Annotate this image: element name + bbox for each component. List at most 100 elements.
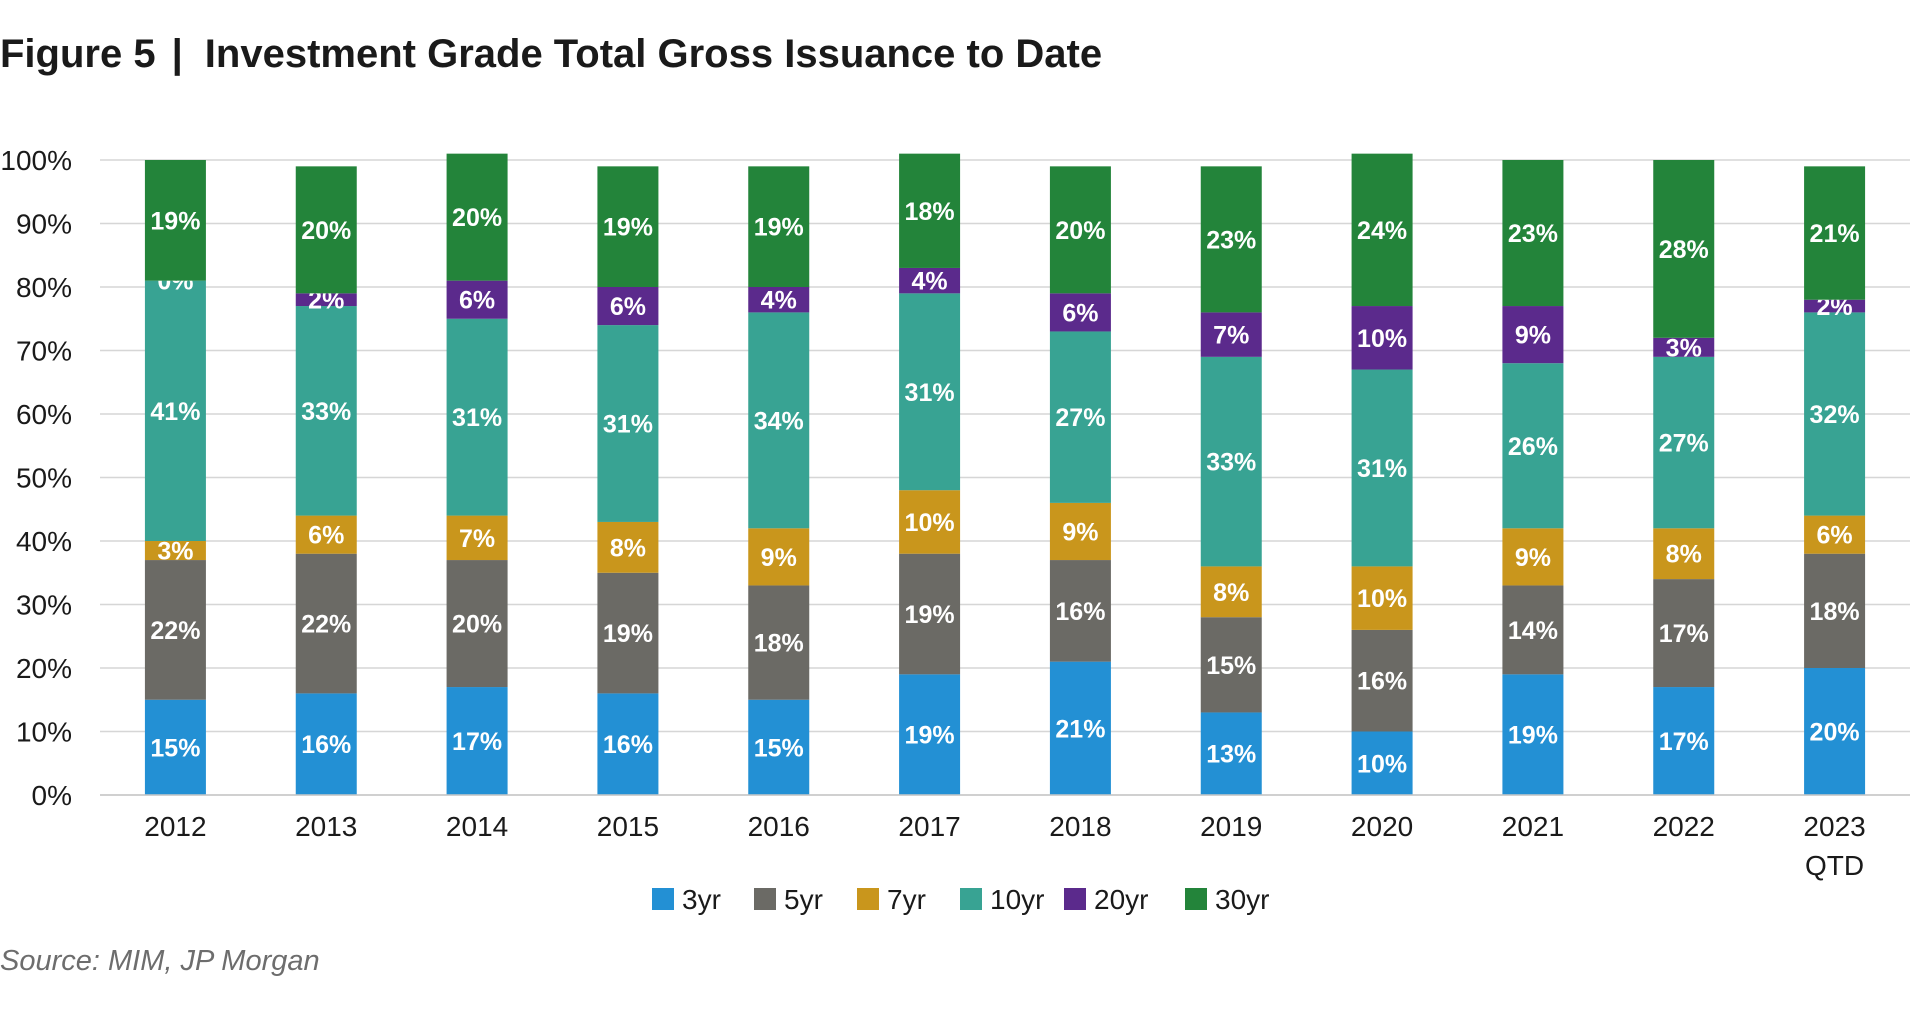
- bar-segment: [1502, 528, 1564, 586]
- data-label: 22%: [301, 611, 351, 639]
- bar-segment: [1502, 585, 1564, 675]
- bar-segment: [1200, 566, 1262, 618]
- bar-segment: [1049, 166, 1111, 294]
- data-label: 4%: [761, 287, 797, 315]
- data-label: 9%: [761, 544, 797, 572]
- data-label: 26%: [1508, 433, 1558, 461]
- legend-swatch: [1064, 888, 1086, 910]
- bar-segment: [748, 166, 810, 287]
- x-tick-label: 2013: [295, 811, 357, 842]
- x-tick-label: QTD: [1805, 850, 1864, 881]
- bar-segment: [1653, 687, 1715, 795]
- bar-segment: [446, 318, 508, 516]
- data-label: 16%: [1055, 598, 1105, 626]
- x-tick-label: 2015: [597, 811, 659, 842]
- data-label: 8%: [1666, 541, 1702, 569]
- data-label: 15%: [1206, 652, 1256, 680]
- bar-segment: [1653, 579, 1715, 688]
- data-label: 6%: [1062, 299, 1098, 327]
- x-tick-label: 2022: [1653, 811, 1715, 842]
- bar-segment: [295, 693, 357, 795]
- data-label: 19%: [150, 207, 200, 235]
- legend-swatch: [857, 888, 879, 910]
- data-label: 31%: [905, 379, 955, 407]
- legend-label: 3yr: [682, 884, 721, 915]
- bar-segment: [899, 293, 961, 491]
- bar-segment: [144, 160, 206, 281]
- data-label: 18%: [905, 198, 955, 226]
- data-label: 21%: [1055, 715, 1105, 743]
- legend-label: 30yr: [1215, 884, 1269, 915]
- data-label: 19%: [905, 722, 955, 750]
- bar-segment: [1351, 153, 1413, 307]
- bar-segment: [748, 585, 810, 700]
- data-label: 19%: [754, 214, 804, 242]
- bar-segment: [1502, 306, 1564, 364]
- legend-swatch: [754, 888, 776, 910]
- bar-segment: [144, 280, 206, 541]
- data-label: 31%: [603, 411, 653, 439]
- bar-segment: [597, 572, 659, 694]
- legend-swatch: [960, 888, 982, 910]
- data-label: 41%: [150, 398, 200, 426]
- x-tick-label: 2014: [446, 811, 508, 842]
- bar-segment: [1804, 553, 1866, 668]
- bar-segment: [748, 287, 810, 313]
- figure-number: Figure 5: [0, 32, 156, 76]
- data-label: 34%: [754, 407, 804, 435]
- data-label: 9%: [1062, 518, 1098, 546]
- bar-segment: [446, 280, 508, 319]
- data-label: 17%: [1659, 728, 1709, 756]
- data-label: 3%: [157, 538, 193, 566]
- data-label: 31%: [1357, 455, 1407, 483]
- bar-segment: [748, 528, 810, 586]
- bar-segment: [1653, 337, 1715, 357]
- data-label: 10%: [1357, 750, 1407, 778]
- data-label: 9%: [1515, 322, 1551, 350]
- bar-segment: [1200, 312, 1262, 357]
- bar-segment: [1653, 356, 1715, 529]
- data-label: 19%: [603, 214, 653, 242]
- x-tick-label: 2017: [898, 811, 960, 842]
- data-label: 16%: [1357, 668, 1407, 696]
- bar-segment: [144, 699, 206, 795]
- data-label: 17%: [452, 728, 502, 756]
- bar-segment: [446, 515, 508, 561]
- legend-swatch: [1185, 888, 1207, 910]
- x-tick-label: 2019: [1200, 811, 1262, 842]
- data-label: 33%: [1206, 449, 1256, 477]
- y-tick-label: 100%: [0, 145, 72, 176]
- bar-segment: [1049, 560, 1111, 662]
- data-label: 19%: [1508, 722, 1558, 750]
- bar-segment: [597, 521, 659, 573]
- data-label: 21%: [1810, 220, 1860, 248]
- data-label: 13%: [1206, 741, 1256, 769]
- bar-segment: [295, 293, 357, 307]
- bar-segment: [446, 153, 508, 281]
- x-tick-label: 2016: [748, 811, 810, 842]
- title-text: Investment Grade Total Gross Issuance to…: [204, 32, 1103, 76]
- bar-segment: [899, 153, 961, 268]
- data-label: 6%: [459, 287, 495, 315]
- data-label: 27%: [1659, 430, 1709, 458]
- bar-segment: [1200, 617, 1262, 713]
- bar-segment: [1049, 661, 1111, 795]
- bar-segment: [295, 306, 357, 516]
- bar-segment: [899, 553, 961, 675]
- bar-segment: [1351, 731, 1413, 795]
- data-label: 20%: [1810, 719, 1860, 747]
- bar-segment: [144, 541, 206, 561]
- bar-segment: [1200, 712, 1262, 795]
- bar-segment: [1049, 502, 1111, 561]
- figure-title: Figure 5 | Investment Grade Total Gross Is…: [0, 24, 1102, 84]
- legend-swatch: [652, 888, 674, 910]
- data-label: 19%: [905, 601, 955, 629]
- bar-segment: [597, 166, 659, 287]
- data-label: 15%: [150, 734, 200, 762]
- data-label: 33%: [301, 398, 351, 426]
- data-label: 24%: [1357, 217, 1407, 245]
- bar-segment: [446, 560, 508, 688]
- data-label: 8%: [1213, 579, 1249, 607]
- bar-segment: [1351, 369, 1413, 567]
